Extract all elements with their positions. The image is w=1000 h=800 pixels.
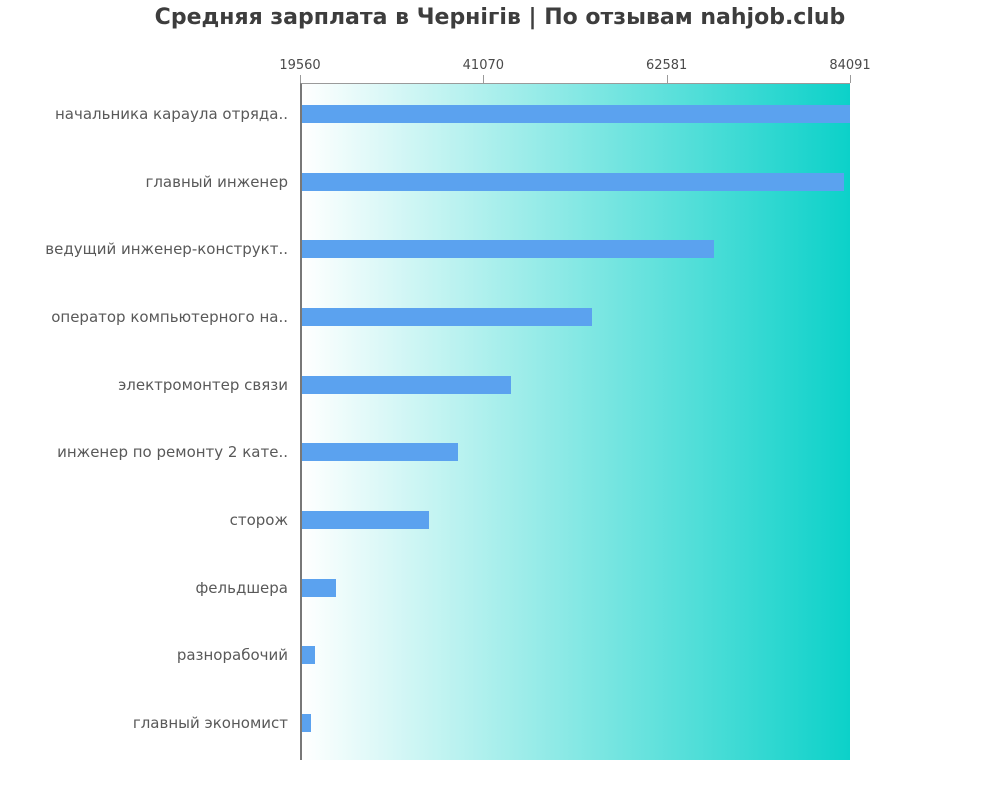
category-label: разнорабочий	[176, 646, 288, 665]
bar	[302, 307, 593, 326]
bar	[302, 511, 429, 530]
bar	[302, 443, 458, 462]
x-tick-mark	[300, 75, 301, 83]
x-tick-mark	[850, 75, 851, 83]
category-label: фельдшера	[195, 578, 288, 597]
chart-title: Средняя зарплата в Чернігів | По отзывам…	[154, 5, 846, 30]
bar	[302, 104, 850, 123]
x-tick-label: 19560	[279, 58, 321, 73]
plot-area	[300, 83, 850, 760]
category-label: главный инженер	[145, 172, 288, 191]
x-tick-label: 41070	[462, 58, 505, 73]
category-label: инженер по ремонту 2 кате..	[57, 443, 288, 462]
category-label: ведущий инженер-конструкт..	[45, 240, 288, 259]
x-tick-mark	[483, 75, 485, 83]
x-tick-label: 62581	[645, 58, 688, 73]
category-label: начальника караула отряда..	[54, 104, 288, 123]
x-tick-label: 84091	[829, 58, 871, 73]
bar	[302, 172, 844, 191]
bar	[302, 714, 312, 733]
category-label: сторож	[229, 511, 288, 530]
bar	[302, 240, 714, 259]
category-label: оператор компьютерного на..	[51, 307, 288, 326]
bar	[302, 578, 336, 597]
category-label: главный экономист	[132, 714, 288, 733]
bar	[302, 375, 511, 394]
x-tick-mark	[666, 75, 668, 83]
bar	[302, 646, 316, 665]
category-label: электромонтер связи	[118, 375, 288, 394]
